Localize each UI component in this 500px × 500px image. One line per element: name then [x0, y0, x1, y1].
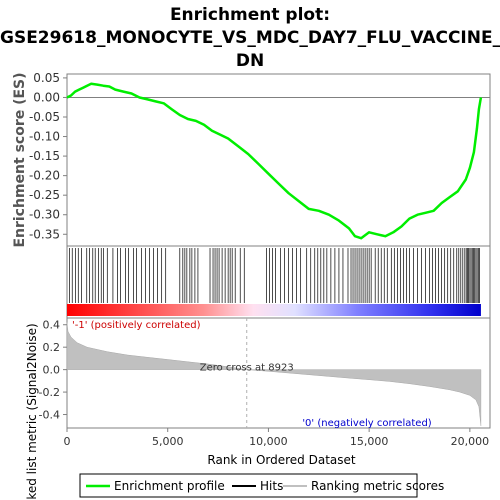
enrichment-panel-frame [66, 73, 491, 247]
es-y-tick-label: -0.20 [29, 169, 60, 183]
metric-x-tick-label: 0 [64, 435, 71, 448]
positive-correlation-label: '-1' (positively correlated) [72, 320, 201, 331]
es-y-tick-label: -0.25 [29, 188, 60, 202]
enrichment-profile-line [66, 82, 483, 240]
metric-x-tick-label: 20,000 [451, 435, 490, 448]
negative-correlation-label: '0' (negatively correlated) [302, 418, 431, 429]
es-y-tick-label: 0.05 [33, 71, 60, 85]
chart-title-line-1: Enrichment plot: [169, 5, 331, 25]
legend-label-0: Enrichment profile [114, 479, 225, 493]
es-y-tick-label: -0.15 [29, 149, 60, 163]
metric-y-tick-label: 0.0 [43, 364, 61, 377]
es-y-tick-label: 0.00 [33, 90, 60, 104]
es-y-tick-label: -0.10 [29, 130, 60, 144]
metric-y-tick-label: -0.4 [39, 409, 60, 422]
metric-y-tick-label: -0.2 [39, 386, 60, 399]
zero-cross-label: Zero cross at 8923 [200, 363, 294, 374]
metric-y-tick-label: 0.2 [43, 341, 61, 354]
legend-label-1: Hits [260, 479, 283, 493]
metric-x-tick-label: 15,000 [350, 435, 389, 448]
rank-color-bar [67, 304, 481, 316]
ranking-metric-area [66, 322, 482, 426]
legend-label-2: Ranking metric scores [311, 479, 444, 493]
x-axis-label: Rank in Ordered Dataset [207, 453, 355, 467]
es-y-axis-label: Enrichment score (ES) [12, 72, 28, 247]
metric-x-tick-label: 5,000 [152, 435, 184, 448]
chart-title-line-3: DN [235, 51, 265, 71]
metric-y-axis-label: Ranked list metric (Signal2Noise) [25, 323, 39, 500]
chart-title-line-2: GSE29618_MONOCYTE_VS_MDC_DAY7_FLU_VACCIN… [0, 28, 500, 48]
es-y-tick-label: -0.30 [29, 208, 60, 222]
metric-y-tick-label: 0.4 [43, 319, 61, 332]
es-y-tick-label: -0.35 [29, 227, 60, 241]
es-y-tick-label: -0.05 [29, 110, 60, 124]
metric-x-tick-label: 10,000 [249, 435, 288, 448]
